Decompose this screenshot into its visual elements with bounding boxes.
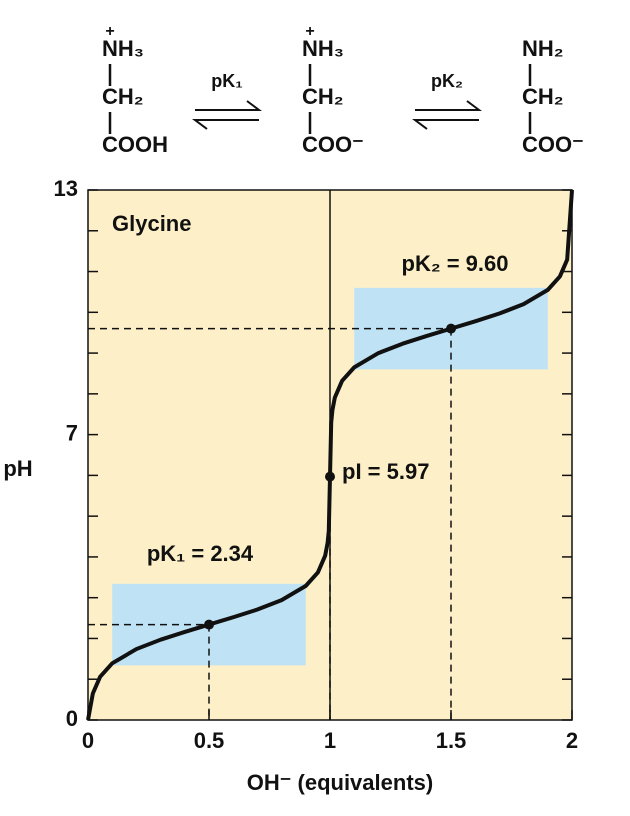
x-tick-label: 0.5 [194, 728, 225, 753]
structure-group: CH₂ [102, 84, 144, 109]
point-label: pK₁ = 2.34 [147, 541, 254, 566]
plot-frame [87, 189, 573, 721]
x-tick-label: 2 [566, 728, 578, 753]
y-tick-label: 13 [54, 176, 78, 201]
key-point [446, 323, 456, 334]
x-axis-label: OH⁻ (equivalents) [247, 770, 433, 795]
x-tick-label: 1.5 [436, 728, 467, 753]
y-tick-label: 0 [66, 706, 78, 731]
structure-group: NH₂ [522, 36, 564, 61]
charge: + [305, 23, 314, 40]
arrow-forward [195, 100, 262, 111]
structure-group: CH₂ [522, 84, 564, 109]
equilibrium-label: pK₁ [211, 71, 242, 91]
key-point [325, 471, 335, 482]
equilibrium-label: pK₂ [431, 71, 463, 91]
structure-group: COO⁻ [302, 132, 364, 157]
x-tick-label: 0 [82, 728, 94, 753]
structure-group: NH₃ [302, 36, 344, 61]
key-point [204, 619, 214, 630]
arrow-forward [415, 100, 482, 111]
point-label: pK₂ = 9.60 [402, 251, 509, 276]
structure-group: CH₂ [302, 84, 344, 109]
structure-group: NH₃ [102, 36, 144, 61]
charge: + [105, 23, 114, 40]
arrow-back [412, 119, 479, 130]
structure-group: COOH [102, 132, 168, 157]
structure-group: COO⁻ [522, 132, 584, 157]
y-tick-label: 7 [66, 420, 78, 445]
arrow-back [192, 119, 259, 130]
x-tick-label: 1 [324, 728, 336, 753]
y-axis-label: pH [3, 456, 32, 481]
chart-title: Glycine [112, 211, 191, 236]
point-label: pI = 5.97 [342, 459, 429, 484]
